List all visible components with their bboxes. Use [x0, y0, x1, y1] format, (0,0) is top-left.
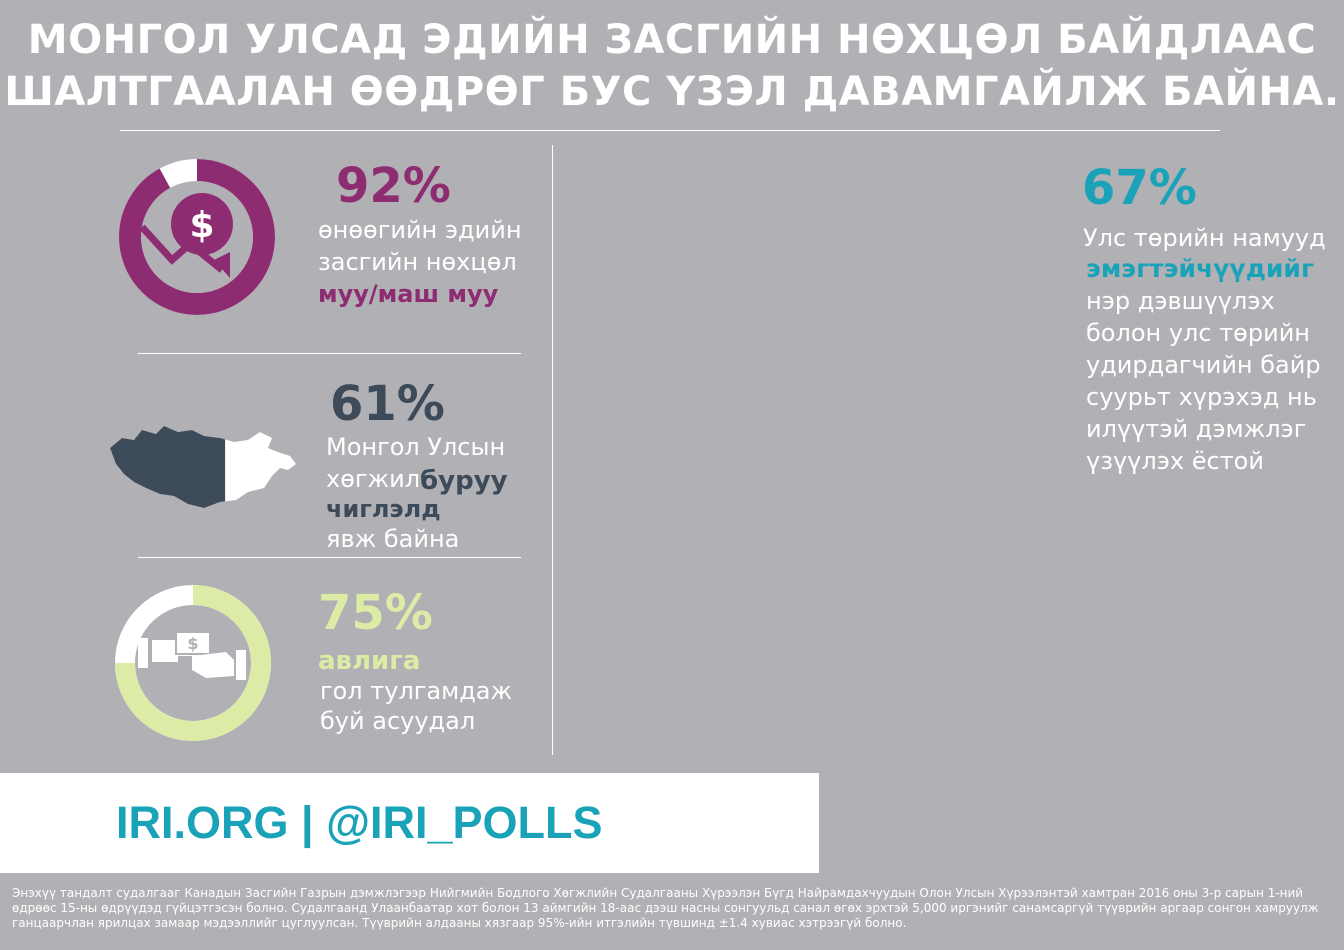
direction-line-3: явж байна	[326, 525, 460, 553]
title-line-1: МОНГОЛ УЛСАД ЭДИЙН ЗАСГИЙН НӨХЦӨЛ БАЙДЛА…	[27, 17, 1317, 63]
footer-brand-link[interactable]: IRI.ORG | @IRI_POLLS	[116, 797, 603, 848]
bribe-hand-icon: $	[138, 631, 246, 680]
economy-line-1: өнөөгийн эдийн	[318, 216, 522, 244]
column-divider	[552, 145, 553, 755]
women-line-2: нэр дэвшүүлэх	[1086, 287, 1275, 315]
direction-highlight-2: чиглэлд	[326, 495, 441, 523]
economy-percent: 92%	[336, 158, 451, 214]
page-title: МОНГОЛ УЛСАД ЭДИЙН ЗАСГИЙН НӨХЦӨЛ БАЙДЛА…	[0, 14, 1344, 118]
women-line-4: удирдагчийн байр	[1086, 351, 1321, 379]
women-line-5: суурьт хүрэхэд нь	[1086, 383, 1317, 411]
svg-text:$: $	[187, 634, 198, 653]
direction-highlight-1: буруу	[420, 466, 508, 496]
dollar-down-trend-icon: $	[139, 193, 233, 278]
women-line-1: Улс төрийн намууд	[1083, 224, 1326, 252]
women-highlight: эмэгтэйчүүдийг	[1086, 254, 1315, 283]
economy-line-2: засгийн нөхцөл	[318, 248, 517, 276]
corruption-line-1: гол тулгамдаж	[320, 677, 513, 705]
corruption-line-2: буй асуудал	[320, 707, 476, 735]
corruption-percent: 75%	[318, 585, 433, 641]
economy-description: өнөөгийн эдийн засгийн нөхцөл муу/маш му…	[318, 214, 522, 310]
title-divider	[120, 130, 1220, 131]
svg-text:$: $	[189, 205, 214, 246]
mongolia-map-icon	[110, 426, 296, 508]
direction-line-1: Монгол Улсын	[326, 433, 506, 461]
economy-highlight: муу/маш муу	[318, 280, 499, 308]
economy-donut-chart: $	[119, 159, 275, 315]
direction-percent: 61%	[330, 376, 445, 432]
women-line-7: үзүүлэх ёстой	[1086, 447, 1264, 475]
economy-donut-arc	[119, 159, 275, 315]
title-line-2: ШАЛТГААЛАН ӨӨДРӨГ БУС ҮЗЭЛ ДАВАМГАЙЛЖ БА…	[4, 69, 1340, 115]
methodology-note: Энэхүү тандалт судалгааг Канадын Засгийн…	[12, 886, 1319, 930]
women-line-6: илүүтэй дэмжлэг	[1086, 415, 1307, 443]
footer-brand-panel	[0, 773, 819, 873]
women-podium-icon	[570, 225, 1050, 755]
direction-line-2: хөгжил	[326, 465, 421, 493]
row-divider-2	[138, 557, 521, 558]
podium-base-fill	[570, 225, 1050, 755]
corruption-description: гол тулгамдаж буй асуудал	[320, 676, 512, 736]
corruption-donut-chart: $	[115, 585, 271, 741]
corruption-donut-arc	[115, 585, 271, 741]
row-divider-1	[138, 353, 521, 354]
women-line-3: болон улс төрийн	[1086, 319, 1310, 347]
corruption-highlight: авлига	[318, 646, 421, 676]
podium-percent-fill	[570, 225, 900, 755]
women-percent: 67%	[1082, 160, 1197, 216]
women-description: нэр дэвшүүлэх болон улс төрийн удирдагчи…	[1086, 285, 1321, 477]
